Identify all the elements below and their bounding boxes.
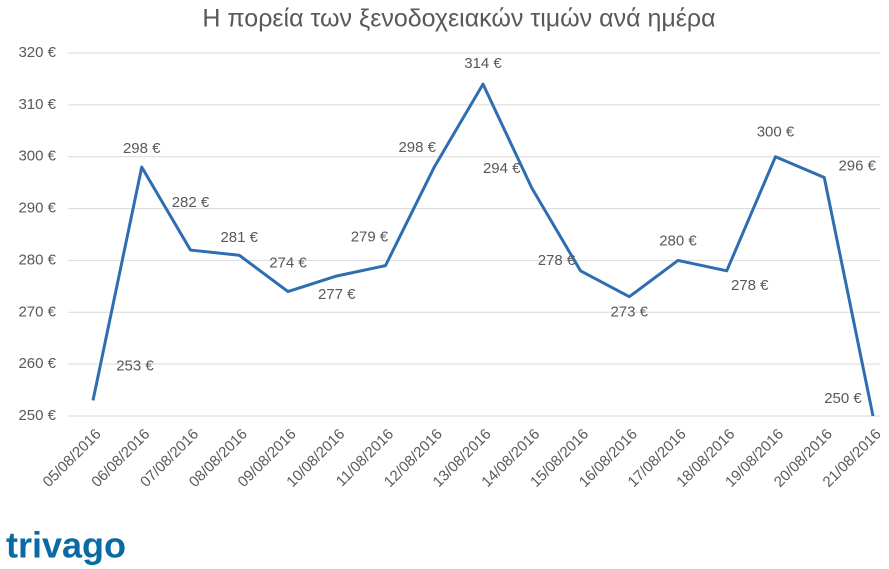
data-label: 300 € [757,124,795,141]
y-tick-label: 270 € [18,303,56,320]
data-label: 278 € [538,252,576,269]
data-label: 278 € [731,277,769,294]
y-tick-label: 250 € [18,407,56,424]
data-label: 279 € [351,229,389,246]
data-label: 281 € [220,229,258,246]
data-label: 282 € [172,194,210,211]
y-tick-label: 260 € [18,355,56,372]
data-line [91,82,875,417]
brand-logo: trivago [6,525,126,566]
data-label: 277 € [318,286,356,303]
data-label: 294 € [483,160,521,177]
y-tick-label: 300 € [18,148,56,165]
y-tick-label: 280 € [18,251,56,268]
y-tick-label: 290 € [18,200,56,217]
data-label: 296 € [838,157,876,174]
data-label: 298 € [398,139,436,156]
data-label: 253 € [116,357,154,374]
data-label: 250 € [824,390,862,407]
data-label: 280 € [659,232,697,249]
y-tick-label: 310 € [18,96,56,113]
chart-title: Η πορεία των ξενοδοχειακών τιμών ανά ημέ… [202,5,715,33]
data-label: 273 € [610,304,648,321]
data-label: 274 € [269,255,307,272]
y-tick-label: 320 € [18,44,56,61]
data-label: 314 € [464,55,502,72]
data-label: 298 € [123,140,161,157]
